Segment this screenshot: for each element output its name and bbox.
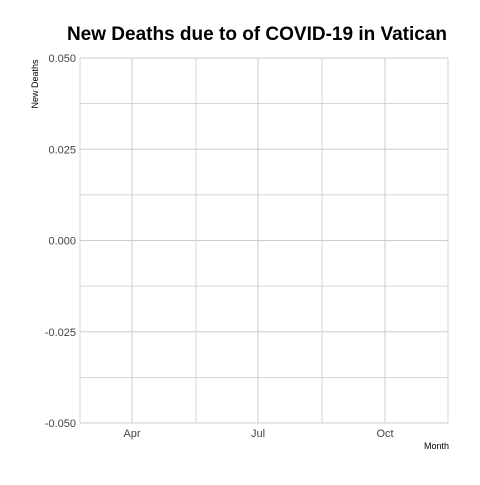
y-tick-label: 0.000 xyxy=(48,236,76,248)
minor-gridlines xyxy=(79,58,449,423)
x-tick-labels: Apr Jul Oct xyxy=(123,428,393,440)
major-gridlines xyxy=(80,57,448,424)
y-tick-label: 0.025 xyxy=(48,144,76,156)
y-axis-label: New Deaths xyxy=(30,59,40,109)
y-tick-label: -0.025 xyxy=(45,327,76,339)
x-tick-label: Oct xyxy=(376,428,393,440)
x-tick-label: Jul xyxy=(251,428,265,440)
y-tick-label: 0.050 xyxy=(48,53,76,65)
x-axis-label: Month xyxy=(424,441,449,451)
y-tick-labels: 0.050 0.025 0.000 -0.025 -0.050 xyxy=(45,53,76,430)
chart-title: New Deaths due to of COVID-19 in Vatican xyxy=(66,24,448,45)
y-tick-label: -0.050 xyxy=(45,418,76,430)
x-tick-label: Apr xyxy=(123,428,140,440)
